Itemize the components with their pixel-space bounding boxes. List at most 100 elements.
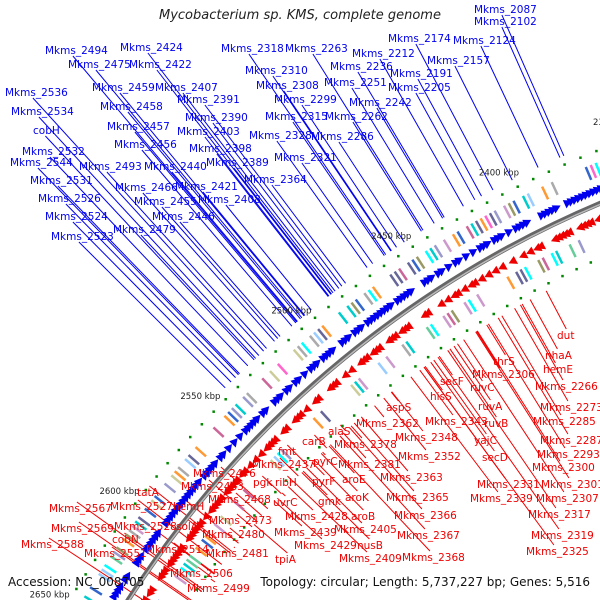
forward-leader-line xyxy=(140,234,257,359)
forward-cog-bar xyxy=(163,482,177,494)
reverse-leader-line xyxy=(287,475,294,482)
reverse-cog-bar xyxy=(188,554,202,565)
forward-cog-bar xyxy=(584,166,593,181)
forward-gene-label: Mkms_2242 xyxy=(349,97,412,109)
forward-leader-line xyxy=(65,203,236,378)
reverse-leader-line xyxy=(453,345,491,401)
reverse-gene-arrow xyxy=(565,227,575,236)
forward-leader-line xyxy=(357,71,445,218)
forward-gene-label: Mkms_2251 xyxy=(324,77,387,89)
forward-gene-label: Mkms_2446 xyxy=(152,211,215,223)
reverse-gene-label: Mkms_2514 xyxy=(146,544,209,556)
reverse-leader-line xyxy=(210,578,216,583)
reverse-gene-arrow xyxy=(460,284,471,292)
reverse-leader-line xyxy=(124,532,204,590)
forward-leader-line xyxy=(204,136,330,297)
forward-gene-label: Mkms_2328 xyxy=(249,130,312,142)
reverse-leader-line xyxy=(501,315,562,416)
forward-gene-label: Mkms_2408 xyxy=(198,194,261,206)
reverse-cog-bar xyxy=(519,268,529,283)
forward-leader-line xyxy=(37,167,239,376)
forward-cog-bar xyxy=(103,563,117,574)
forward-gene-label: Mkms_2391 xyxy=(177,94,240,106)
reverse-leader-line xyxy=(235,492,263,517)
reverse-gene-arrow xyxy=(536,241,547,250)
reverse-gene-arrow xyxy=(477,273,488,282)
reverse-leader-line xyxy=(111,546,190,600)
forward-gene-arrow xyxy=(504,229,514,238)
forward-cog-bar xyxy=(398,267,408,281)
reverse-gene-arrow xyxy=(241,466,251,475)
forward-gene-label: Mkms_2524 xyxy=(45,211,108,223)
forward-leader-line xyxy=(182,92,336,292)
reverse-leader-line xyxy=(292,480,368,553)
reverse-leader-line xyxy=(277,497,323,540)
reverse-leader-line xyxy=(390,391,399,402)
reverse-gene-label: Mkms_2348 xyxy=(395,432,458,444)
forward-leader-line xyxy=(292,121,385,256)
forward-gene-label: cobH xyxy=(33,125,60,137)
reverse-gene-label: dut xyxy=(557,330,574,342)
forward-tick-dot xyxy=(440,227,444,230)
forward-cog-bar xyxy=(451,233,462,247)
reverse-gene-arrow xyxy=(178,542,188,552)
reverse-tick-dot xyxy=(376,394,380,397)
forward-cog-bar xyxy=(83,595,97,600)
reverse-tick-dot xyxy=(295,468,299,471)
forward-cog-bar xyxy=(98,572,112,583)
reverse-cog-bar xyxy=(425,326,436,340)
reverse-gene-arrow xyxy=(453,288,464,296)
reverse-leader-line xyxy=(137,499,223,565)
reverse-gene-label: Mkms_2366 xyxy=(394,510,457,522)
forward-cog-bar xyxy=(367,289,378,303)
reverse-gene-label: thrS xyxy=(493,356,515,368)
reverse-tick-dot xyxy=(452,338,456,341)
reverse-gene-label: Mkms_2437 xyxy=(252,459,315,471)
reverse-gene-label: Mkms_2300 xyxy=(532,462,595,474)
reverse-gene-arrow xyxy=(252,454,262,464)
reverse-cog-bar xyxy=(177,570,190,581)
forward-cog-bar xyxy=(313,331,324,345)
reverse-gene-label: Mkms_2473 xyxy=(209,515,272,527)
reverse-tick-dot xyxy=(439,346,443,350)
forward-tick-dot xyxy=(300,327,303,331)
reverse-gene-label: Mkms_2365 xyxy=(386,492,449,504)
reverse-leader-line xyxy=(208,479,258,522)
reverse-leader-line xyxy=(374,405,385,418)
reverse-tick-dot xyxy=(263,502,267,505)
reverse-cog-bar xyxy=(213,522,226,534)
forward-leader-line xyxy=(142,192,275,342)
reverse-gene-arrow xyxy=(257,448,268,458)
reverse-gene-label: Mkms_2527 xyxy=(110,501,173,513)
reverse-leader-line xyxy=(342,432,367,459)
reverse-cog-bar xyxy=(269,459,282,471)
forward-leader-line xyxy=(171,171,298,322)
forward-cog-bar xyxy=(100,568,114,579)
forward-cog-bar xyxy=(502,205,512,219)
reverse-leader-line xyxy=(391,391,424,432)
forward-leader-line xyxy=(134,131,297,324)
forward-gene-label: Mkms_2531 xyxy=(30,175,93,187)
forward-gene-label: Mkms_2456 xyxy=(114,139,177,151)
forward-cog-bar xyxy=(350,301,361,315)
reverse-cog-bar xyxy=(242,488,255,500)
forward-gene-arrow xyxy=(209,459,219,469)
forward-leader-line xyxy=(312,53,424,231)
reverse-gene-label: pyrC xyxy=(313,456,338,468)
reverse-cog-bar xyxy=(476,293,486,308)
reverse-leader-line xyxy=(286,444,309,467)
forward-cog-bar xyxy=(184,458,197,470)
reverse-cog-bar xyxy=(523,266,533,280)
forward-leader-line xyxy=(119,92,305,317)
forward-cog-bar xyxy=(212,426,225,438)
reverse-gene-label: tatA xyxy=(137,487,160,499)
reverse-gene-label: Mkms_2266 xyxy=(535,381,598,393)
reverse-leader-line xyxy=(339,435,426,530)
forward-cog-bar xyxy=(550,181,559,196)
forward-tick-dot xyxy=(75,587,78,591)
forward-leader-line xyxy=(32,97,264,352)
forward-gene-arrow xyxy=(454,257,464,266)
forward-leader-line xyxy=(415,92,476,201)
reverse-gene-label: Mkms_2362 xyxy=(356,418,419,430)
reverse-gene-arrow xyxy=(404,321,414,330)
